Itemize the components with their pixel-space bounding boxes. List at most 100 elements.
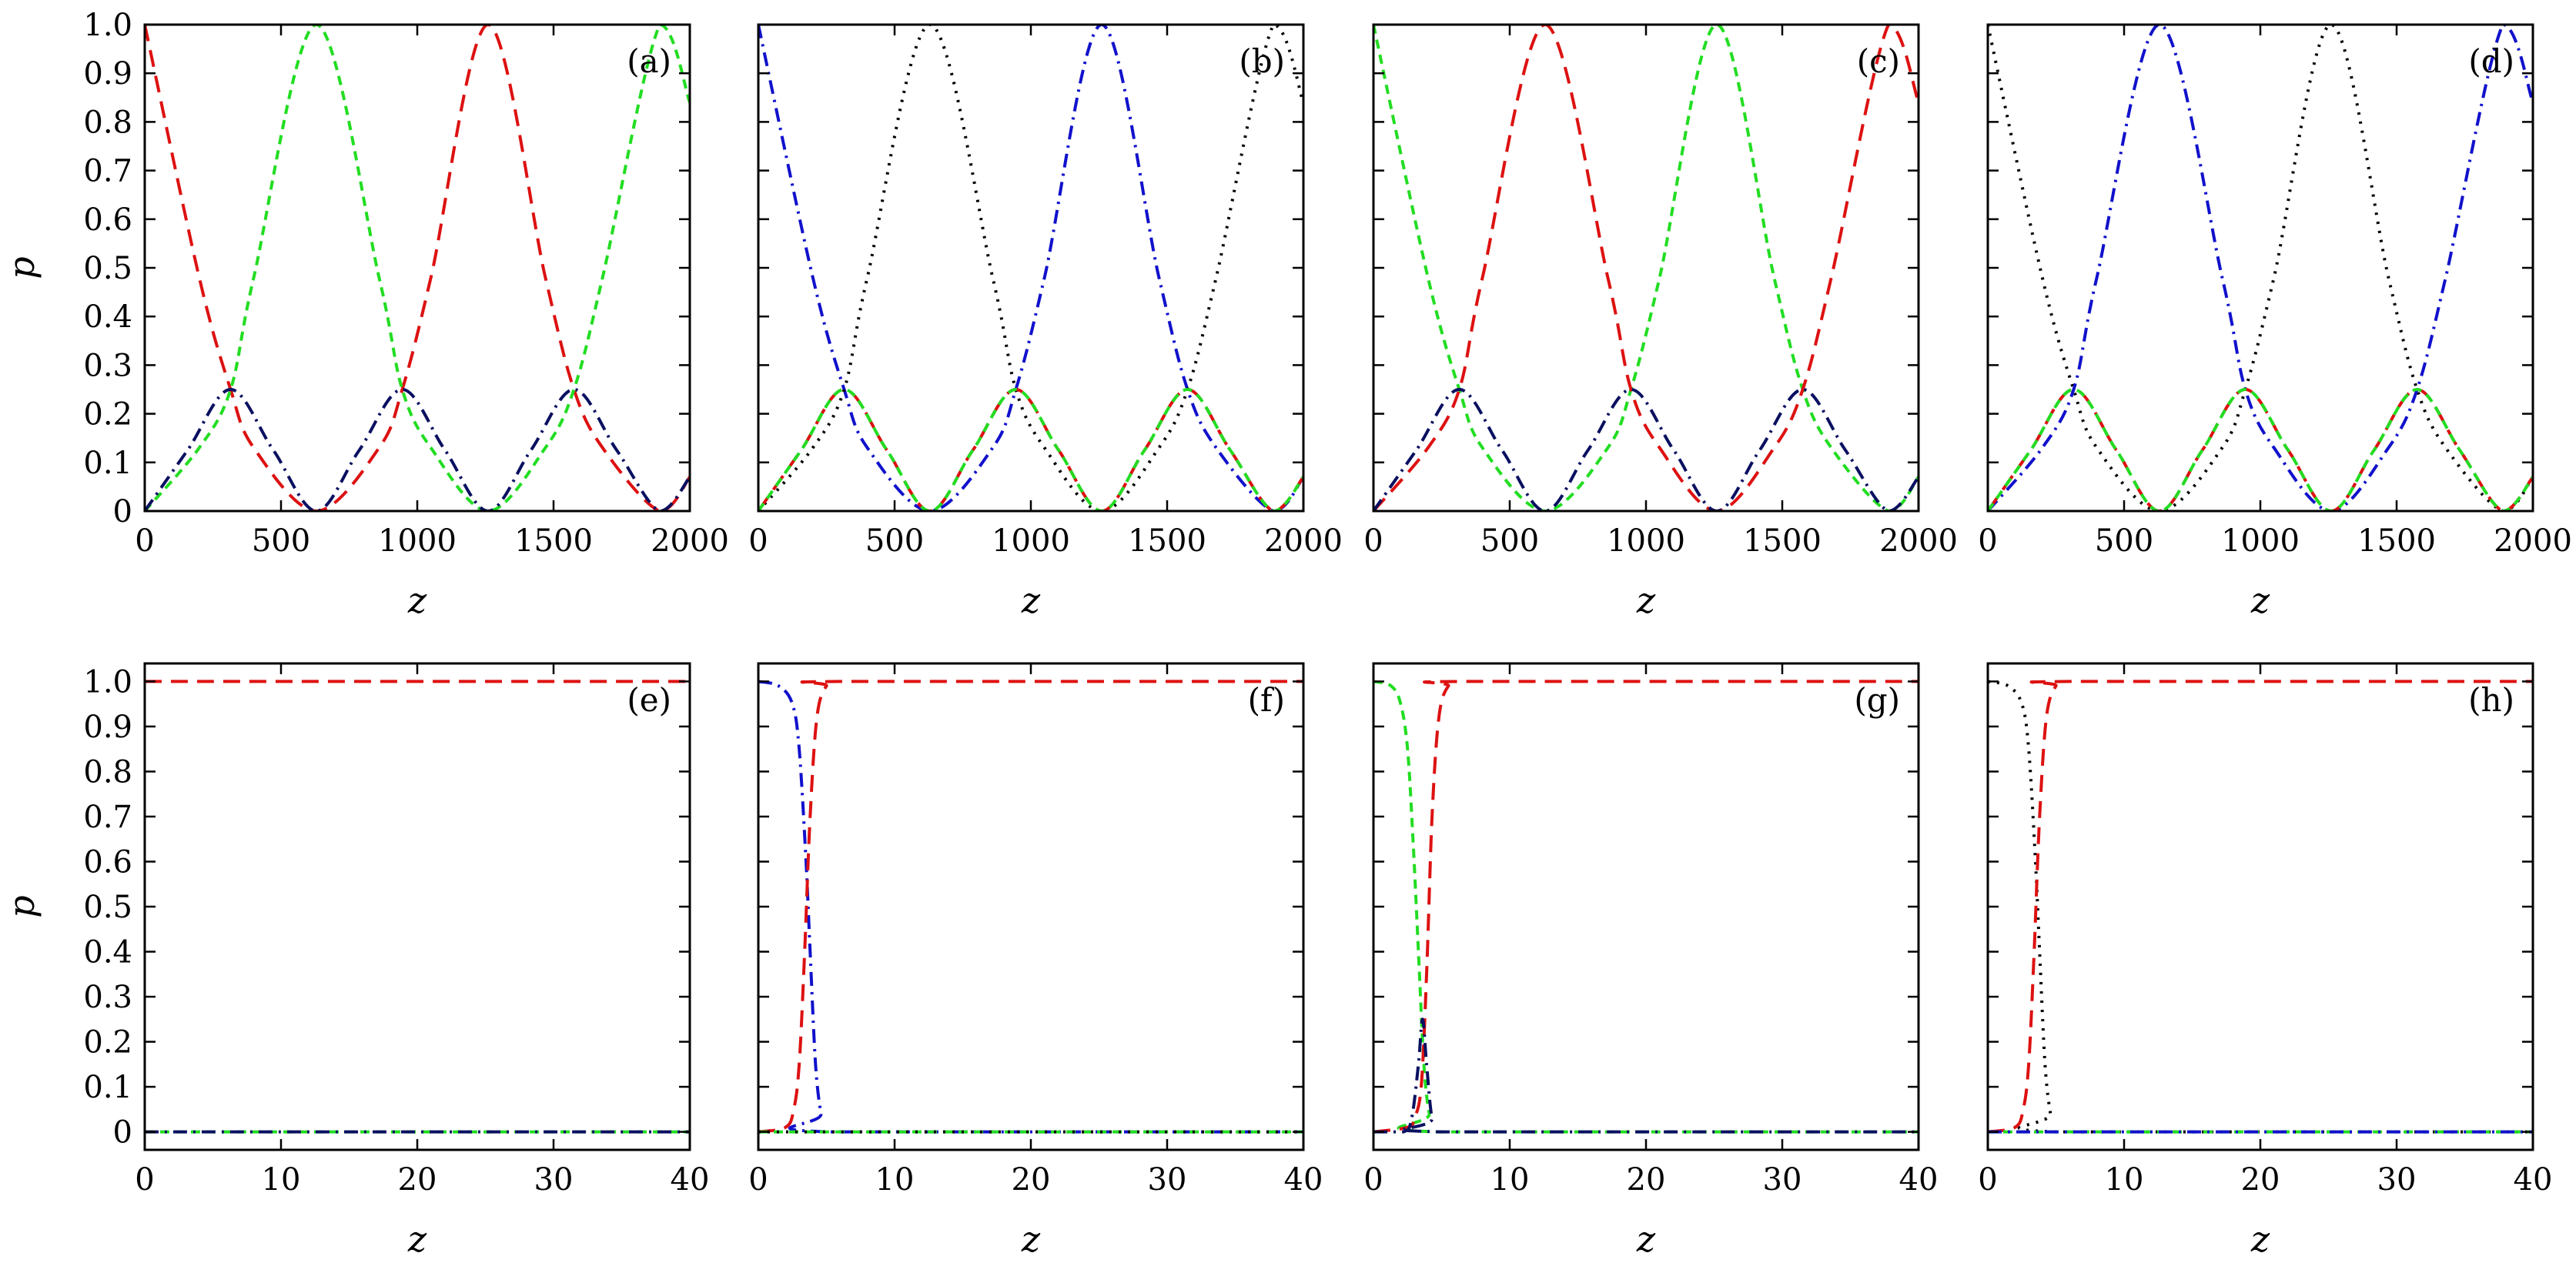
x-tick-label: 30 xyxy=(534,1162,574,1198)
panel-label: (d) xyxy=(2468,42,2514,80)
x-axis-label: z xyxy=(1636,1218,1656,1260)
series-red-dashed xyxy=(1373,680,1919,1134)
x-tick-label: 1500 xyxy=(1128,523,1206,559)
series-group xyxy=(1988,680,2533,1134)
x-tick-label: 0 xyxy=(1363,1162,1383,1198)
x-tick-label: 0 xyxy=(748,523,768,559)
x-tick-label: 1500 xyxy=(1743,523,1822,559)
series-red-dashed xyxy=(1373,25,1919,511)
series-navy-dashdot xyxy=(1373,1017,1919,1134)
x-axis-label: z xyxy=(2250,1218,2270,1260)
series-blue-dashdot xyxy=(1988,25,2533,511)
x-tick-label: 1000 xyxy=(378,523,457,559)
series-group xyxy=(758,25,1303,511)
x-tick-label: 0 xyxy=(1978,523,1997,559)
x-tick-label: 30 xyxy=(1148,1162,1187,1198)
x-axis-label: z xyxy=(407,580,427,621)
series-group xyxy=(758,680,1303,1134)
panel-c: 0 500 1000 1500 2000 z (c) xyxy=(1363,23,1958,621)
panel-label: (g) xyxy=(1854,681,1900,719)
x-tick-label: 20 xyxy=(1012,1162,1051,1198)
panel-f: 0 10 20 30 40 z (f) xyxy=(748,662,1323,1260)
y-tick-label: 0.7 xyxy=(83,800,132,835)
x-tick-label: 40 xyxy=(2514,1162,2553,1198)
x-tick-label: 40 xyxy=(1899,1162,1939,1198)
series-blue-dashdot xyxy=(758,25,1303,511)
y-tick-label: 0.9 xyxy=(83,56,132,92)
x-tick-label: 30 xyxy=(1763,1162,1802,1198)
x-tick-label: 10 xyxy=(262,1162,301,1198)
y-tick-label: 0.5 xyxy=(83,890,132,925)
x-tick-label: 1000 xyxy=(2221,523,2300,559)
series-green-dotted xyxy=(1988,388,2533,511)
y-tick-label: 0.4 xyxy=(83,935,132,971)
y-tick-label: 0.5 xyxy=(83,251,132,286)
series-red-dashed xyxy=(758,680,1303,1134)
x-tick-label: 40 xyxy=(1284,1162,1323,1198)
panel-label: (c) xyxy=(1857,42,1900,80)
series-group xyxy=(1373,680,1919,1134)
x-tick-label: 30 xyxy=(2377,1162,2417,1198)
y-tick-label: 0.2 xyxy=(83,1025,132,1061)
axes-frame xyxy=(1372,23,1920,513)
x-tick-label: 20 xyxy=(398,1162,437,1198)
panel-label: (h) xyxy=(2468,681,2514,719)
series-navy-dashdot xyxy=(145,388,690,511)
x-tick-label: 2000 xyxy=(2494,523,2572,559)
axes-frame xyxy=(1372,662,1920,1151)
x-axis-label: z xyxy=(2250,580,2270,621)
panel-g: 0 10 20 30 40 z (g) xyxy=(1363,662,1939,1260)
axes-frame xyxy=(143,23,691,513)
x-tick-label: 10 xyxy=(2105,1162,2144,1198)
series-green-dotted xyxy=(1373,25,1919,511)
x-tick-label: 1000 xyxy=(1607,523,1685,559)
series-group xyxy=(1373,25,1919,511)
series-blue-dashdot xyxy=(758,680,1303,1134)
y-tick-label: 0.9 xyxy=(83,710,132,745)
x-axis-label: z xyxy=(1021,580,1041,621)
y-tick-label: 0.1 xyxy=(83,1070,132,1105)
x-tick-label: 0 xyxy=(748,1162,768,1198)
axes-frame xyxy=(143,662,691,1151)
y-tick-label: 1.0 xyxy=(83,8,132,43)
x-axis-label: z xyxy=(407,1218,427,1260)
panel-label: (f) xyxy=(1248,681,1285,719)
y-tick-label: 0.3 xyxy=(83,348,132,383)
x-tick-label: 0 xyxy=(1978,1162,1997,1198)
y-tick-label: 0.8 xyxy=(83,105,132,140)
panel-a: 0 500 1000 1500 2000 0 0.1 0.2 0.3 0.4 0.5 0.6 0.7 0.… xyxy=(1,8,729,621)
y-tick-label: 0.2 xyxy=(83,397,132,433)
x-tick-label: 0 xyxy=(1363,523,1383,559)
series-navy-dashdot xyxy=(1373,388,1919,511)
y-tick-label: 0.1 xyxy=(83,446,132,481)
x-tick-label: 500 xyxy=(2095,523,2153,559)
x-tick-label: 0 xyxy=(135,1162,154,1198)
y-tick-label: 0.6 xyxy=(83,844,132,880)
x-tick-label: 0 xyxy=(135,523,154,559)
series-green-dotted xyxy=(758,388,1303,511)
axes-frame xyxy=(1986,662,2534,1151)
x-tick-label: 2000 xyxy=(1264,523,1343,559)
y-tick-label: 0 xyxy=(113,1115,132,1151)
series-red-dashed xyxy=(1988,680,2533,1134)
x-tick-label: 10 xyxy=(875,1162,915,1198)
panel-d: 0 500 1000 1500 2000 z (d) xyxy=(1978,23,2572,621)
series-red-dashed xyxy=(145,25,690,511)
x-tick-label: 1500 xyxy=(514,523,593,559)
series-green-dotted xyxy=(1373,680,1919,1134)
y-tick-label: 0 xyxy=(113,494,132,530)
panel-h: 0 10 20 30 40 z (h) xyxy=(1978,662,2553,1260)
y-tick-label: 0.6 xyxy=(83,202,132,238)
y-tick-label: 0.3 xyxy=(83,980,132,1015)
x-tick-label: 1000 xyxy=(992,523,1070,559)
y-tick-label: 0.7 xyxy=(83,154,132,189)
panel-b: 0 500 1000 1500 2000 z (b) xyxy=(748,23,1343,621)
series-group xyxy=(145,680,690,1134)
series-black-dotted xyxy=(1988,680,2533,1134)
y-axis-label: p xyxy=(1,256,42,279)
x-tick-label: 1500 xyxy=(2357,523,2436,559)
y-tick-label: 0.8 xyxy=(83,754,132,790)
x-tick-label: 40 xyxy=(671,1162,710,1198)
series-green-dotted xyxy=(145,25,690,511)
panel-e: 0 10 20 30 40 0 0.1 0.2 0.3 0.4 0.5 0.6 0.7 0.8 0.9 1.0… xyxy=(1,662,710,1260)
